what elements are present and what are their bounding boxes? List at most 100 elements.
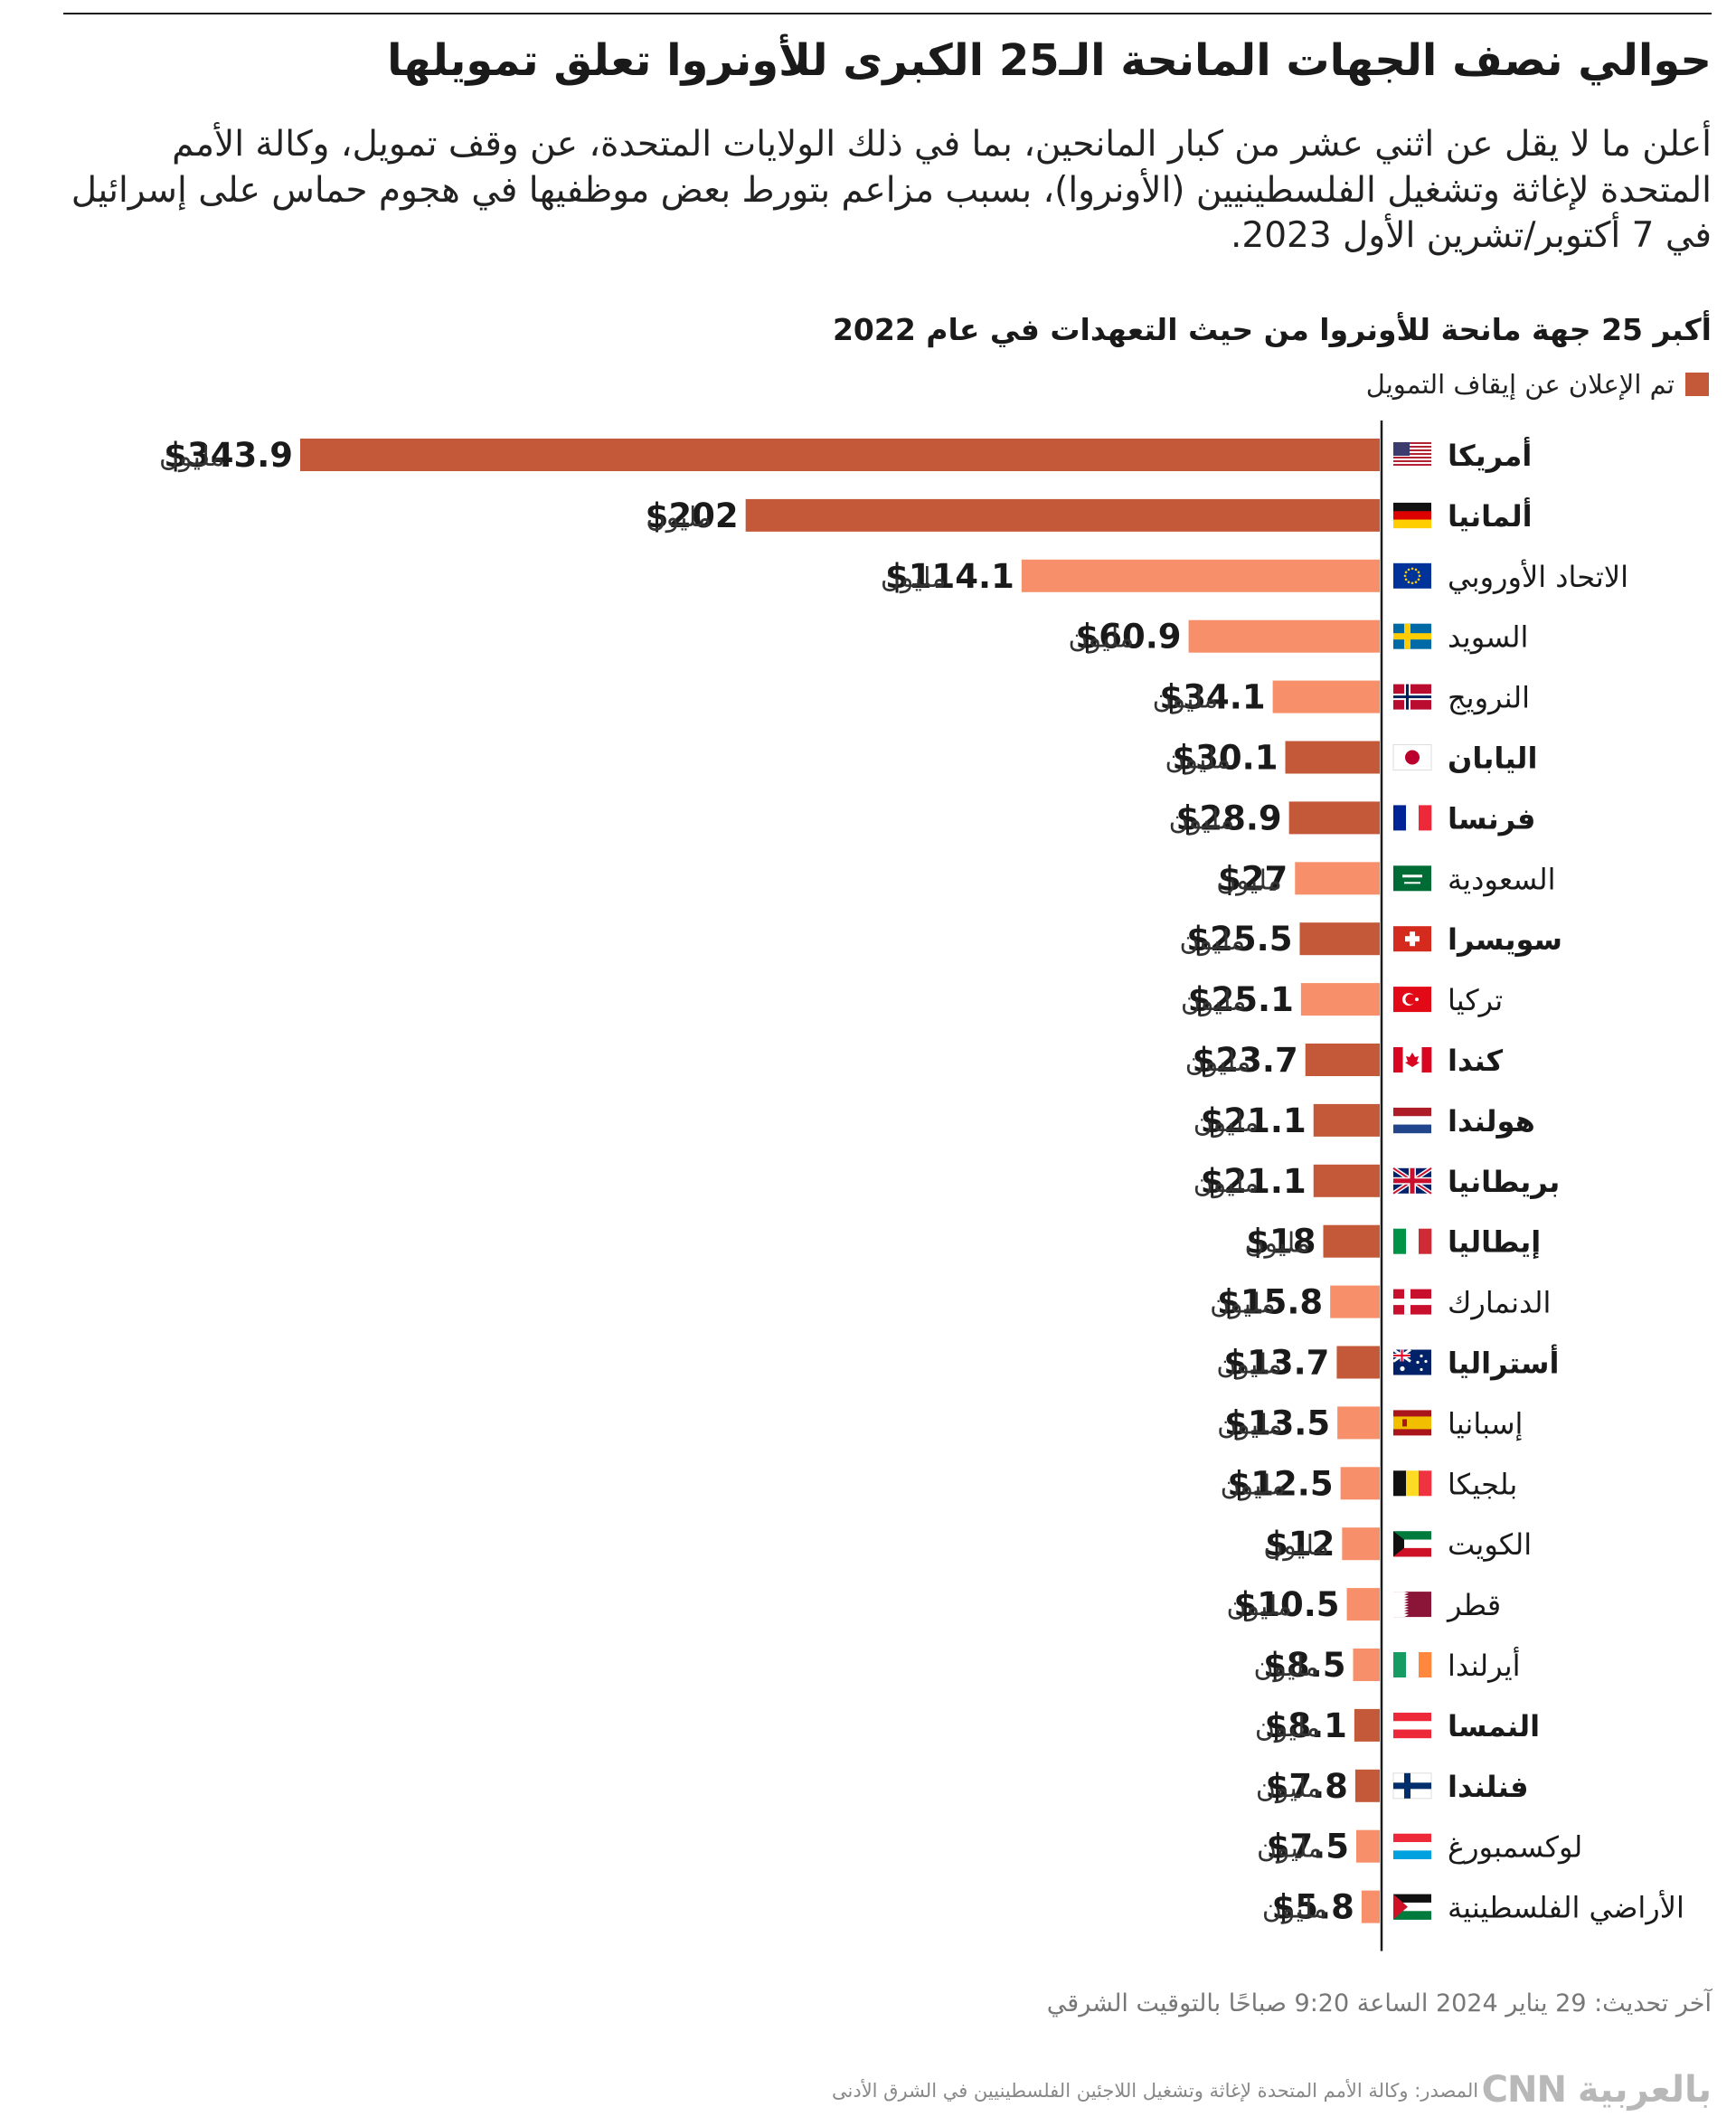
value-label: $21.1: [1201, 1162, 1307, 1201]
no-flag-icon: [1393, 684, 1431, 710]
unit-label: مليون: [1181, 986, 1247, 1017]
value-label: $28.9: [1176, 798, 1282, 837]
unit-label: مليون: [1221, 1469, 1287, 1501]
category-label: سويسرا: [1448, 922, 1562, 957]
value-label: $30.1: [1172, 739, 1278, 778]
unit-label: مليون: [1194, 1107, 1260, 1139]
value-label: $13.5: [1224, 1403, 1330, 1442]
bar: [1353, 1649, 1380, 1681]
value-label: $343.9: [164, 436, 293, 475]
chart-title: أكبر 25 جهة مانحة للأونروا من حيث التعهد…: [832, 312, 1712, 347]
value-label: $21.1: [1201, 1101, 1307, 1140]
value-label: $7.8: [1266, 1767, 1348, 1806]
value-label: $60.9: [1076, 618, 1182, 657]
footer: المصدر: وكالة الأمم المتحدة لإغاثة وتشغي…: [36, 2069, 1712, 2114]
unit-label: مليون: [1257, 1833, 1323, 1865]
unit-label: مليون: [1194, 1167, 1260, 1199]
gb-flag-icon: [1392, 1166, 1433, 1195]
category-label: أمريكا: [1448, 437, 1532, 473]
category-label: السويد: [1448, 620, 1528, 655]
bar: [1354, 1708, 1380, 1742]
tr-flag-icon: [1393, 987, 1431, 1013]
ch-flag-icon: [1393, 926, 1431, 952]
jp-flag-icon: [1392, 744, 1432, 770]
unit-label: مليون: [159, 441, 225, 473]
category-label: لوكسمبورغ: [1448, 1830, 1582, 1865]
unit-label: مليون: [1185, 1046, 1251, 1078]
category-label: فرنسا: [1448, 801, 1535, 836]
category-label: بريطانيا: [1448, 1165, 1560, 1199]
category-label: بلجيكا: [1448, 1467, 1517, 1501]
value-label: $12: [1265, 1525, 1335, 1564]
category-label: الأراضي الفلسطينية: [1448, 1890, 1684, 1925]
bar: [1313, 1164, 1380, 1197]
value-label: $25.1: [1188, 980, 1294, 1019]
unit-label: مليون: [881, 562, 947, 594]
ca-flag-icon: [1393, 1047, 1432, 1072]
bar: [1330, 1285, 1380, 1318]
unit-label: مليون: [1210, 1289, 1276, 1320]
category-label: النرويج: [1448, 681, 1530, 715]
fr-flag-icon: [1393, 805, 1432, 831]
unit-label: مليون: [1255, 1712, 1321, 1743]
bar: [1340, 1467, 1380, 1500]
be-flag-icon: [1393, 1470, 1432, 1497]
qa-flag-icon: [1393, 1592, 1431, 1618]
category-label: قطر: [1446, 1588, 1501, 1622]
bar: [1300, 983, 1380, 1016]
legend-label: تم الإعلان عن إيقاف التمويل: [1365, 369, 1675, 400]
bar: [1021, 559, 1380, 592]
sa-flag-icon: [1393, 865, 1431, 892]
bar: [745, 498, 1380, 532]
ps-flag-icon: [1393, 1894, 1431, 1920]
value-label: $27: [1218, 859, 1288, 898]
value-label: $15.8: [1217, 1283, 1323, 1322]
category-label: النمسا: [1448, 1709, 1540, 1743]
eu-flag-icon: [1393, 562, 1431, 589]
unit-label: مليون: [646, 502, 712, 534]
bar: [1355, 1829, 1380, 1863]
unit-label: مليون: [1256, 1772, 1322, 1804]
value-label: $10.5: [1233, 1585, 1339, 1624]
subheadline: أعلن ما لا يقل عن اثني عشر من كبار المان…: [71, 124, 1712, 257]
category-label: أستراليا: [1448, 1345, 1559, 1381]
unit-label: مليون: [1153, 684, 1219, 715]
unit-label: مليون: [1245, 1228, 1311, 1260]
category-label: الاتحاد الأوروبي: [1448, 559, 1628, 594]
category-label: الدنمارك: [1448, 1286, 1551, 1320]
unit-label: مليون: [1263, 1530, 1329, 1562]
value-label: $114.1: [885, 557, 1014, 596]
value-label: $13.7: [1223, 1344, 1329, 1383]
category-label: كندا: [1448, 1044, 1504, 1078]
legend: تم الإعلان عن إيقاف التمويل: [1366, 369, 1709, 400]
cnn-arabic-logo: CNN بالعربية: [1482, 2069, 1712, 2111]
unit-label: مليون: [1179, 925, 1245, 957]
logo-cnn-text: CNN: [1481, 2069, 1567, 2111]
lu-flag-icon: [1393, 1833, 1431, 1859]
value-label: $202: [646, 496, 739, 535]
category-label: إسبانيا: [1448, 1406, 1523, 1441]
bar: [1346, 1588, 1380, 1621]
value-label: $34.1: [1160, 678, 1266, 717]
value-label: $8.5: [1263, 1646, 1345, 1685]
unit-label: مليون: [1165, 744, 1231, 776]
category-label: ألمانيا: [1448, 497, 1533, 534]
category-label: الكويت: [1448, 1527, 1532, 1562]
value-label: $25.5: [1186, 920, 1292, 959]
bar: [1336, 1346, 1380, 1379]
bar: [300, 439, 1380, 471]
